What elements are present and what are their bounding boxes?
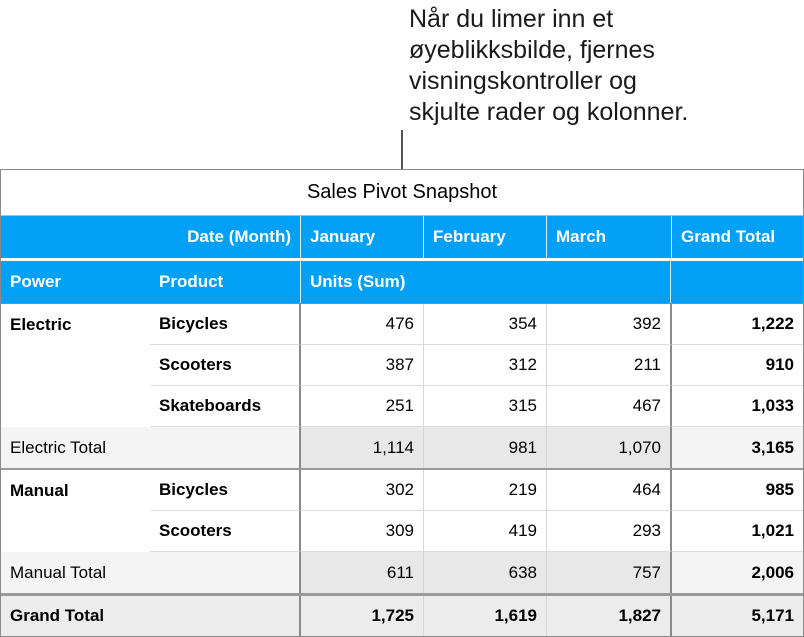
table-row: Electric Bicycles 476 354 392 1,222 [1, 304, 803, 345]
value-cell: 476 [301, 304, 424, 345]
value-cell: 315 [424, 386, 547, 427]
power-cell-empty [1, 345, 150, 386]
callout-text: Når du limer inn et øyeblikksbilde, fjer… [409, 4, 688, 128]
header-row-columns: Date (Month) January February March Gran… [1, 216, 803, 258]
table-title: Sales Pivot Snapshot [1, 170, 803, 216]
power-cell: Manual [10, 480, 69, 500]
subtotal-value: 611 [301, 552, 424, 593]
product-cell: Scooters [150, 511, 301, 552]
power-cell-empty [1, 386, 150, 427]
value-cell: 302 [301, 470, 424, 511]
value-cell: 464 [547, 470, 672, 511]
subtotal-row: Manual Total 611 638 757 2,006 [1, 552, 803, 595]
product-cell: Bicycles [150, 470, 301, 511]
value-cell: 467 [547, 386, 672, 427]
header-cell-empty [1, 216, 150, 258]
header-date-month: Date (Month) [150, 216, 301, 258]
row-total-cell: 1,033 [672, 386, 803, 427]
subtotal-value: 1,114 [301, 427, 424, 468]
row-total-cell: 1,222 [672, 304, 803, 345]
product-cell: Bicycles [150, 304, 301, 345]
subtotal-value: 757 [547, 552, 672, 593]
value-cell: 354 [424, 304, 547, 345]
power-cell-empty [1, 511, 150, 552]
subtotal-value: 981 [424, 427, 547, 468]
callout-leader-line [401, 130, 403, 170]
value-cell: 293 [547, 511, 672, 552]
pivot-table: Sales Pivot Snapshot Date (Month) Januar… [0, 169, 804, 637]
grand-total-total: 5,171 [672, 596, 803, 636]
subtotal-total: 3,165 [672, 427, 803, 468]
table-row: Scooters 387 312 211 910 [1, 345, 803, 386]
value-cell: 219 [424, 470, 547, 511]
value-cell: 387 [301, 345, 424, 386]
row-total-cell: 910 [672, 345, 803, 386]
grand-total-value: 1,827 [547, 596, 672, 636]
callout-line: visningskontroller og [409, 67, 637, 95]
row-total-cell: 985 [672, 470, 803, 511]
subtotal-row: Electric Total 1,114 981 1,070 3,165 [1, 427, 803, 470]
table-row: Skateboards 251 315 467 1,033 [1, 386, 803, 427]
grand-total-value: 1,725 [301, 596, 424, 636]
value-cell: 392 [547, 304, 672, 345]
callout-line: øyeblikksbilde, fjernes [409, 36, 655, 64]
header-grand-total: Grand Total [681, 227, 776, 246]
table-row: Manual Bicycles 302 219 464 985 [1, 470, 803, 511]
subtotal-value: 638 [424, 552, 547, 593]
header-empty-total [670, 261, 801, 303]
callout-line: Når du limer inn et [409, 5, 614, 33]
subtotal-label: Manual Total [1, 552, 301, 593]
table-body: Electric Bicycles 476 354 392 1,222 Scoo… [1, 303, 803, 636]
grand-total-value: 1,619 [424, 596, 547, 636]
value-cell: 419 [424, 511, 547, 552]
header-february: February [424, 216, 547, 258]
power-cell: Electric [10, 314, 72, 334]
product-cell: Skateboards [150, 386, 301, 427]
grand-total-row: Grand Total 1,725 1,619 1,827 5,171 [1, 595, 803, 636]
product-cell: Scooters [150, 345, 301, 386]
header-product: Product [150, 261, 301, 303]
subtotal-label: Electric Total [1, 427, 301, 468]
header-january: January [301, 216, 424, 258]
header-units-sum: Units (Sum) [310, 272, 406, 291]
row-total-cell: 1,021 [672, 511, 803, 552]
grand-total-label: Grand Total [1, 596, 301, 636]
subtotal-value: 1,070 [547, 427, 672, 468]
header-power: Power [10, 272, 62, 291]
table-row: Scooters 309 419 293 1,021 [1, 511, 803, 552]
value-cell: 312 [424, 345, 547, 386]
header-row-fields: Power Product Units (Sum) [1, 258, 803, 303]
header-march: March [547, 216, 672, 258]
callout-line: skjulte rader og kolonner. [409, 98, 689, 126]
value-cell: 251 [301, 386, 424, 427]
value-cell: 309 [301, 511, 424, 552]
value-cell: 211 [547, 345, 672, 386]
subtotal-total: 2,006 [672, 552, 803, 593]
